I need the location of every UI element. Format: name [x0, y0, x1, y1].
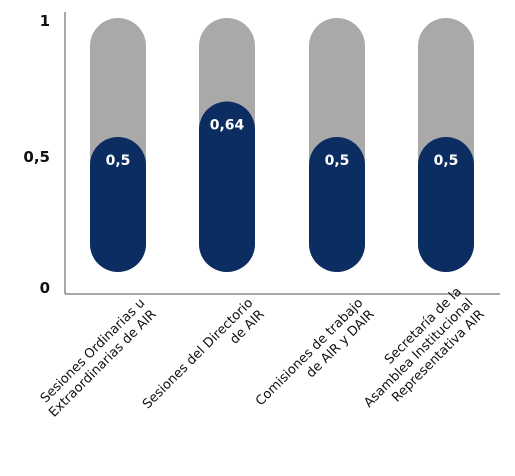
category-label-line: Sesiones Ordinarias u [38, 296, 148, 406]
bar-value [418, 137, 474, 272]
category-label-line: Comisiones de trabajo [253, 296, 366, 409]
y-tick-label: 0,5 [23, 148, 50, 166]
y-tick-labels: 00,51 [23, 12, 50, 297]
data-label: 0,5 [106, 153, 131, 169]
data-label: 0,5 [434, 153, 459, 169]
data-label: 0,5 [325, 153, 350, 169]
category-label-line: Sesiones del Directorio [140, 296, 256, 412]
bar-value [309, 137, 365, 272]
axes [64, 12, 500, 295]
category-label-line: Asamblea Institucional [361, 296, 476, 411]
data-label: 0,64 [210, 117, 245, 133]
y-tick-label: 1 [40, 12, 50, 30]
bar-value [90, 137, 146, 272]
bars: 0,5 0,64 0,5 0,5 [90, 18, 474, 272]
y-tick-label: 0 [40, 279, 50, 297]
bar-value [199, 101, 255, 272]
